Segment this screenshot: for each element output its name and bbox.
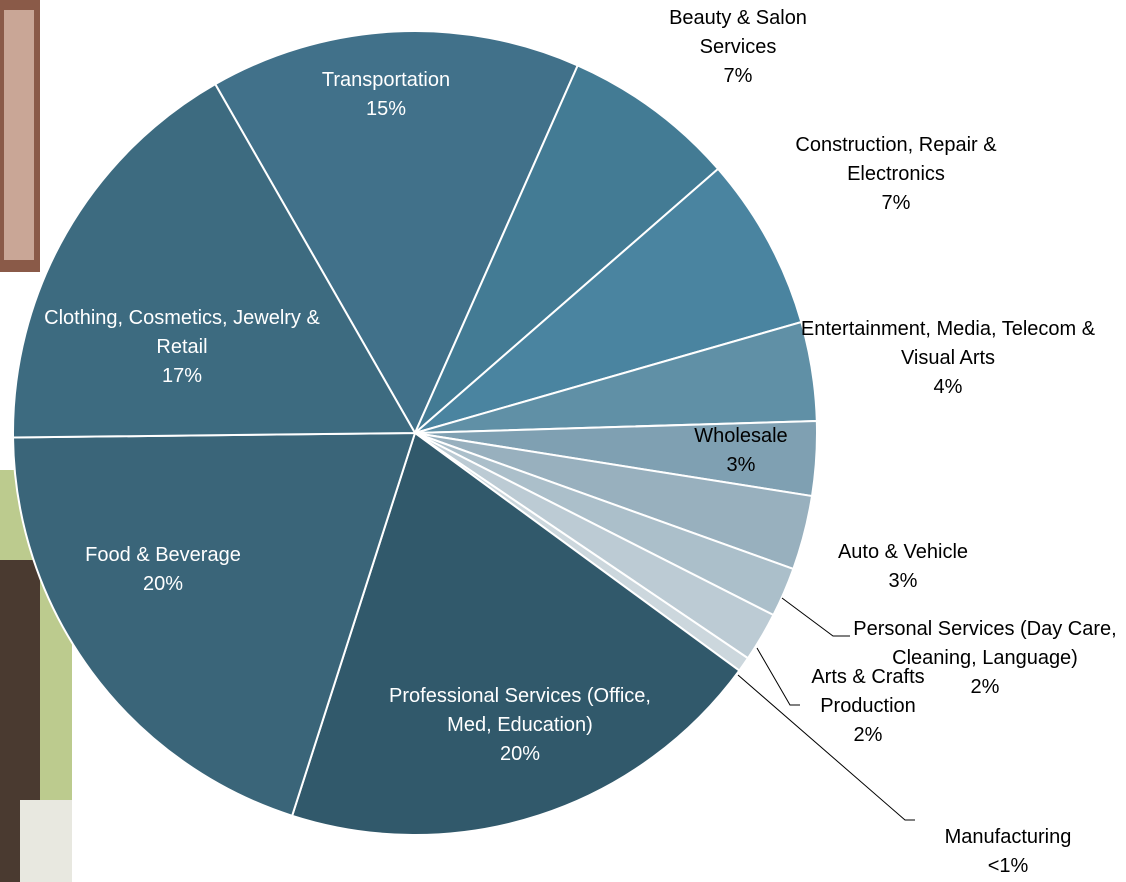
value-label: 7% xyxy=(638,62,838,91)
category-label: Food & Beverage xyxy=(33,541,293,570)
photo-top-left-detail xyxy=(4,10,34,260)
category-label: Wholesale xyxy=(666,422,816,451)
category-label: Auto & Vehicle xyxy=(803,538,1003,567)
category-label: Arts & Crafts Production xyxy=(793,663,943,721)
value-label: 20% xyxy=(380,740,660,769)
value-label: 3% xyxy=(666,451,816,480)
value-label: 17% xyxy=(32,362,332,391)
slice-label: Entertainment, Media, Telecom & Visual A… xyxy=(798,315,1098,402)
slice-label: Manufacturing<1% xyxy=(908,823,1108,881)
category-label: Construction, Repair & Electronics xyxy=(746,131,1046,189)
photo-bottom-left-shirt xyxy=(20,800,72,882)
category-label: Professional Services (Office, Med, Educ… xyxy=(380,682,660,740)
page: {"chart_data": {"type": "pie", "categori… xyxy=(0,0,1126,882)
value-label: <1% xyxy=(908,852,1108,881)
value-label: 20% xyxy=(33,570,293,599)
value-label: 4% xyxy=(798,373,1098,402)
category-label: Clothing, Cosmetics, Jewelry & Retail xyxy=(32,304,332,362)
category-label: Entertainment, Media, Telecom & Visual A… xyxy=(798,315,1098,373)
category-label: Beauty & Salon Services xyxy=(638,4,838,62)
value-label: 7% xyxy=(746,189,1046,218)
value-label: 2% xyxy=(793,721,943,750)
value-label: 3% xyxy=(803,567,1003,596)
slice-label: Professional Services (Office, Med, Educ… xyxy=(380,682,660,769)
value-label: 15% xyxy=(286,95,486,124)
leader-line xyxy=(782,598,850,636)
category-label: Transportation xyxy=(286,66,486,95)
category-label: Manufacturing xyxy=(908,823,1108,852)
